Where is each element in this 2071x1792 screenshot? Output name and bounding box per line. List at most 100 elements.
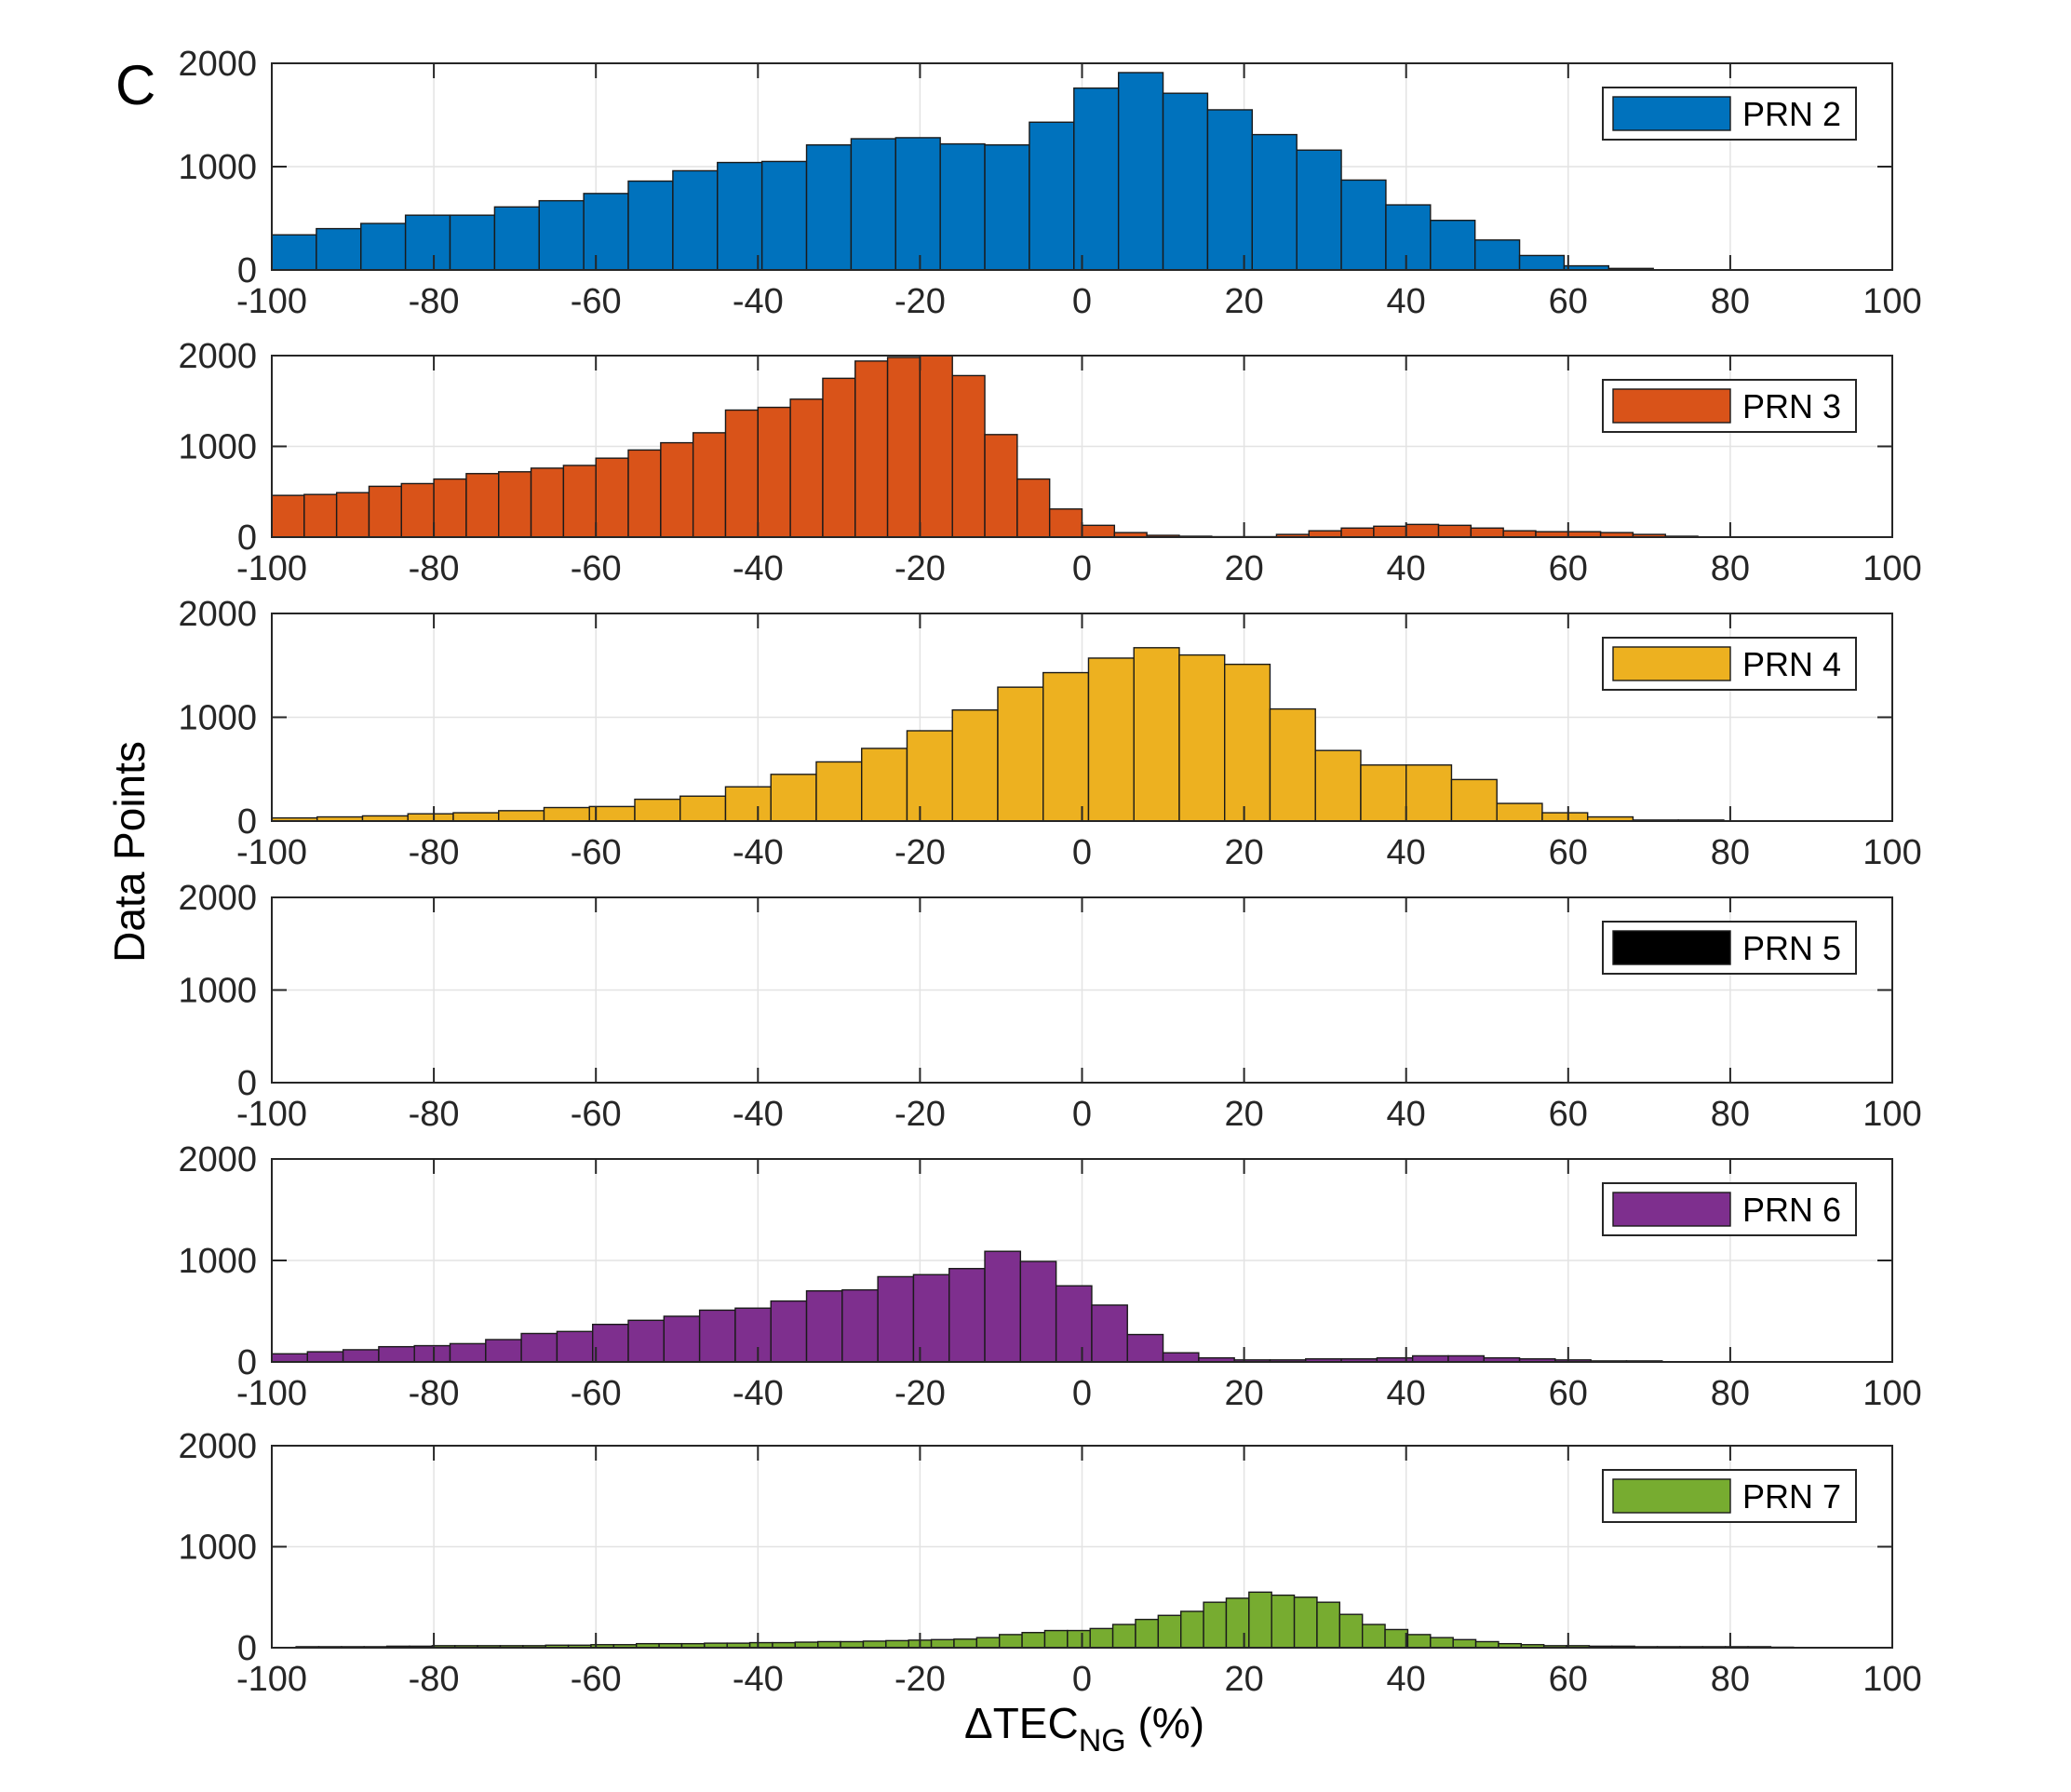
- histogram-bar: [400, 482, 435, 537]
- histogram-bar: [789, 398, 824, 537]
- y-tick-label: 0: [237, 1343, 257, 1382]
- x-axis-title-suffix: (%): [1126, 1699, 1204, 1747]
- histogram-bar: [1496, 802, 1543, 821]
- legend-swatch: [1612, 1192, 1731, 1227]
- y-tick-label: 0: [237, 1629, 257, 1668]
- y-tick-label: 1000: [178, 428, 257, 467]
- histogram-bar: [433, 478, 467, 537]
- y-tick-label: 2000: [178, 45, 257, 84]
- histogram-bar: [1225, 1597, 1250, 1648]
- histogram-bar: [1178, 653, 1226, 821]
- y-tick-label: 2000: [178, 595, 257, 634]
- histogram-bar: [272, 1353, 309, 1362]
- histogram-bar: [562, 465, 597, 537]
- x-tick-label: -60: [571, 1374, 622, 1413]
- x-tick-label: 60: [1549, 833, 1588, 872]
- histogram-bar: [815, 761, 863, 821]
- x-tick-label: 60: [1549, 549, 1588, 588]
- x-tick-label: 0: [1072, 1660, 1092, 1699]
- legend-swatch: [1612, 646, 1731, 681]
- y-tick-label: 1000: [178, 1529, 257, 1568]
- x-tick-label: -100: [236, 833, 307, 872]
- panel-label: C: [115, 54, 155, 116]
- histogram-bar: [1117, 72, 1164, 270]
- histogram-bar: [1338, 1613, 1364, 1648]
- histogram-bar: [538, 199, 585, 270]
- x-tick-label: -60: [571, 549, 622, 588]
- histogram-bar: [1269, 707, 1316, 821]
- y-tick-label: 1000: [178, 699, 257, 738]
- histogram-bar: [1473, 239, 1521, 270]
- histogram-bar: [724, 786, 772, 821]
- histogram-bar: [627, 180, 674, 270]
- x-axis-title-subscript: NG: [1079, 1723, 1126, 1758]
- histogram-bar: [997, 686, 1044, 821]
- legend-label: PRN 6: [1742, 1191, 1841, 1229]
- x-axis-title: ΔTECNG (%): [964, 1699, 1204, 1758]
- x-tick-label: 0: [1072, 549, 1092, 588]
- x-tick-label: 100: [1863, 549, 1921, 588]
- histogram-bar: [627, 1319, 666, 1362]
- legend-swatch: [1612, 388, 1731, 424]
- x-tick-label: -20: [894, 1095, 946, 1134]
- x-tick-label: 20: [1224, 833, 1263, 872]
- y-tick-label: 1000: [178, 972, 257, 1011]
- bars: [295, 1591, 1795, 1648]
- histogram-bar: [999, 1634, 1023, 1648]
- x-tick-label: 100: [1863, 833, 1921, 872]
- legend: PRN 5: [1602, 921, 1857, 975]
- x-tick-label: -40: [733, 1095, 784, 1134]
- histogram-bar: [498, 810, 545, 821]
- histogram-bar: [303, 493, 338, 537]
- histogram-bar: [770, 774, 817, 821]
- histogram-bar: [1384, 1628, 1409, 1648]
- histogram-bar: [1019, 1260, 1057, 1362]
- legend-label: PRN 4: [1742, 645, 1841, 683]
- histogram-bar: [692, 432, 727, 537]
- histogram-bar: [368, 485, 402, 537]
- histogram-bar: [1091, 1304, 1128, 1362]
- x-tick-label: -100: [236, 1374, 307, 1413]
- histogram-bar: [1502, 530, 1537, 537]
- histogram-bar: [1157, 1614, 1182, 1648]
- histogram-bar: [861, 748, 908, 821]
- histogram-bar: [1048, 508, 1083, 537]
- histogram-bar: [1135, 1618, 1160, 1648]
- histogram-bar: [841, 1288, 879, 1362]
- histogram-bar: [1470, 527, 1504, 537]
- x-tick-label: 60: [1549, 1660, 1588, 1699]
- x-tick-label: -60: [571, 282, 622, 321]
- x-tick-label: -20: [894, 1374, 946, 1413]
- histogram-bar: [583, 193, 629, 270]
- histogram-bar: [1405, 764, 1453, 821]
- histogram-bar: [556, 1330, 594, 1362]
- y-tick-label: 0: [237, 519, 257, 558]
- x-axis-title-main: ΔTEC: [964, 1699, 1079, 1747]
- x-tick-label: 40: [1387, 833, 1426, 872]
- histogram-bar: [757, 406, 791, 537]
- x-tick-label: -20: [894, 1660, 946, 1699]
- histogram-bar: [449, 214, 496, 270]
- histogram-bar: [342, 1349, 380, 1362]
- panels: -100 -80 -60 -40 -20 0 20 40 60 80 100010002000PRN…: [178, 45, 1921, 1699]
- histogram-bar: [498, 471, 532, 537]
- x-tick-label: -80: [409, 833, 460, 872]
- histogram-bar: [1224, 663, 1271, 821]
- histogram-bar: [953, 1638, 978, 1648]
- histogram-bar: [948, 1268, 986, 1362]
- histogram-bar: [1126, 1333, 1164, 1362]
- histogram-bar: [1296, 149, 1342, 270]
- histogram-bar: [1541, 812, 1589, 821]
- histogram-bar: [1314, 749, 1362, 821]
- x-tick-label: -40: [733, 1660, 784, 1699]
- histogram-bar: [1162, 92, 1209, 270]
- histogram-bar: [862, 1640, 887, 1648]
- histogram-bar: [1437, 524, 1473, 537]
- legend-label: PRN 7: [1742, 1477, 1841, 1516]
- legend-label: PRN 3: [1742, 387, 1841, 425]
- x-tick-label: -40: [733, 1374, 784, 1413]
- histogram-bar: [672, 169, 719, 270]
- y-tick-label: 0: [237, 251, 257, 290]
- histogram-bar: [1385, 204, 1432, 270]
- x-tick-label: 20: [1224, 1660, 1263, 1699]
